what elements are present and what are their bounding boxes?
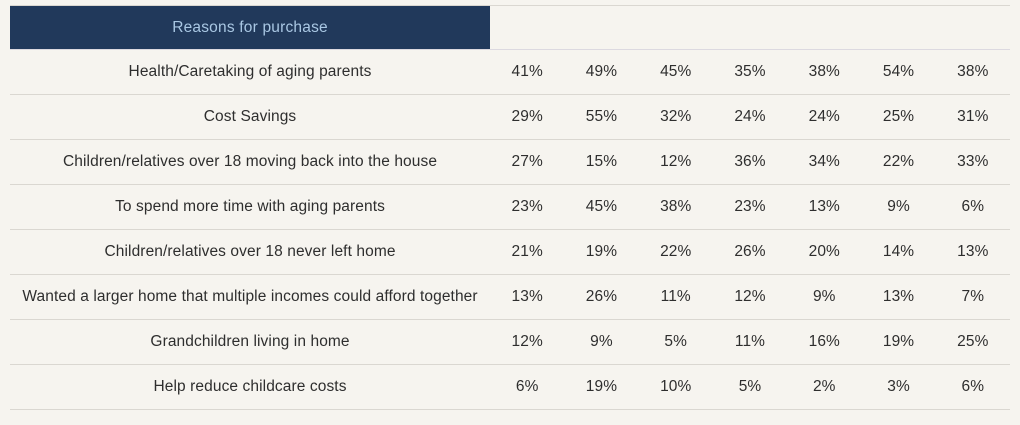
value-cell: 15% <box>564 139 639 185</box>
value-cell: 26% <box>712 229 788 275</box>
value-cell: 13% <box>861 274 936 320</box>
value-cell: 38% <box>935 49 1010 95</box>
value-cell: 38% <box>787 49 862 95</box>
table-body: Health/Caretaking of aging parents 41% 49… <box>10 49 1010 410</box>
value-cell: 9% <box>787 274 862 320</box>
table-row: Children/relatives over 18 moving back i… <box>10 139 1010 185</box>
value-cell: 6% <box>935 364 1010 410</box>
value-cell: 33% <box>935 139 1010 185</box>
value-cell: 38% <box>638 184 713 230</box>
value-cell: 7% <box>935 274 1010 320</box>
header-empty-cell <box>638 5 713 50</box>
value-cell: 13% <box>935 229 1010 275</box>
table-row: Help reduce childcare costs 6% 19% 10% 5% 2%… <box>10 364 1010 410</box>
value-cell: 41% <box>490 49 565 95</box>
value-cell: 12% <box>490 319 565 365</box>
table-row: To spend more time with aging parents 23… <box>10 184 1010 230</box>
value-cell: 3% <box>861 364 936 410</box>
value-cell: 21% <box>490 229 565 275</box>
value-cell: 45% <box>638 49 713 95</box>
value-cell: 2% <box>787 364 862 410</box>
row-label: Grandchildren living in home <box>10 319 491 365</box>
value-cell: 36% <box>712 139 788 185</box>
table-header-row: Reasons for purchase <box>10 5 1010 50</box>
value-cell: 23% <box>712 184 788 230</box>
value-cell: 26% <box>564 274 639 320</box>
value-cell: 29% <box>490 94 565 140</box>
value-cell: 54% <box>861 49 936 95</box>
value-cell: 20% <box>787 229 862 275</box>
reasons-for-purchase-table: Reasons for purchase Health/Caretaking o… <box>10 5 1010 410</box>
header-empty-cell <box>861 5 936 50</box>
row-label: Health/Caretaking of aging parents <box>10 49 491 95</box>
value-cell: 6% <box>490 364 565 410</box>
value-cell: 49% <box>564 49 639 95</box>
value-cell: 5% <box>638 319 713 365</box>
value-cell: 25% <box>935 319 1010 365</box>
value-cell: 11% <box>712 319 788 365</box>
value-cell: 5% <box>712 364 788 410</box>
row-label: Children/relatives over 18 moving back i… <box>10 139 491 185</box>
table-header-title: Reasons for purchase <box>10 5 491 50</box>
value-cell: 34% <box>787 139 862 185</box>
value-cell: 19% <box>861 319 936 365</box>
value-cell: 35% <box>712 49 788 95</box>
value-cell: 6% <box>935 184 1010 230</box>
header-empty-cell <box>564 5 639 50</box>
row-label: Wanted a larger home that multiple incom… <box>10 274 491 320</box>
value-cell: 24% <box>787 94 862 140</box>
value-cell: 12% <box>638 139 713 185</box>
value-cell: 13% <box>787 184 862 230</box>
value-cell: 27% <box>490 139 565 185</box>
value-cell: 55% <box>564 94 639 140</box>
value-cell: 23% <box>490 184 565 230</box>
value-cell: 32% <box>638 94 713 140</box>
value-cell: 24% <box>712 94 788 140</box>
value-cell: 11% <box>638 274 713 320</box>
table-row: Children/relatives over 18 never left ho… <box>10 229 1010 275</box>
header-empty-cell <box>935 5 1010 50</box>
row-label: Children/relatives over 18 never left ho… <box>10 229 491 275</box>
value-cell: 16% <box>787 319 862 365</box>
table-row: Wanted a larger home that multiple incom… <box>10 274 1010 320</box>
value-cell: 22% <box>638 229 713 275</box>
value-cell: 19% <box>564 229 639 275</box>
value-cell: 13% <box>490 274 565 320</box>
value-cell: 12% <box>712 274 788 320</box>
value-cell: 9% <box>564 319 639 365</box>
header-empty-cell <box>490 5 565 50</box>
row-label: Cost Savings <box>10 94 491 140</box>
header-empty-cell <box>787 5 862 50</box>
value-cell: 31% <box>935 94 1010 140</box>
table-row: Health/Caretaking of aging parents 41% 49… <box>10 49 1010 95</box>
value-cell: 9% <box>861 184 936 230</box>
value-cell: 25% <box>861 94 936 140</box>
value-cell: 45% <box>564 184 639 230</box>
table-row: Cost Savings 29% 55% 32% 24% 24% 25% 31% <box>10 94 1010 140</box>
value-cell: 19% <box>564 364 639 410</box>
row-label: Help reduce childcare costs <box>10 364 491 410</box>
table-row: Grandchildren living in home 12% 9% 5% 11% 1… <box>10 319 1010 365</box>
header-empty-cell <box>712 5 788 50</box>
value-cell: 22% <box>861 139 936 185</box>
value-cell: 10% <box>638 364 713 410</box>
value-cell: 14% <box>861 229 936 275</box>
row-label: To spend more time with aging parents <box>10 184 491 230</box>
